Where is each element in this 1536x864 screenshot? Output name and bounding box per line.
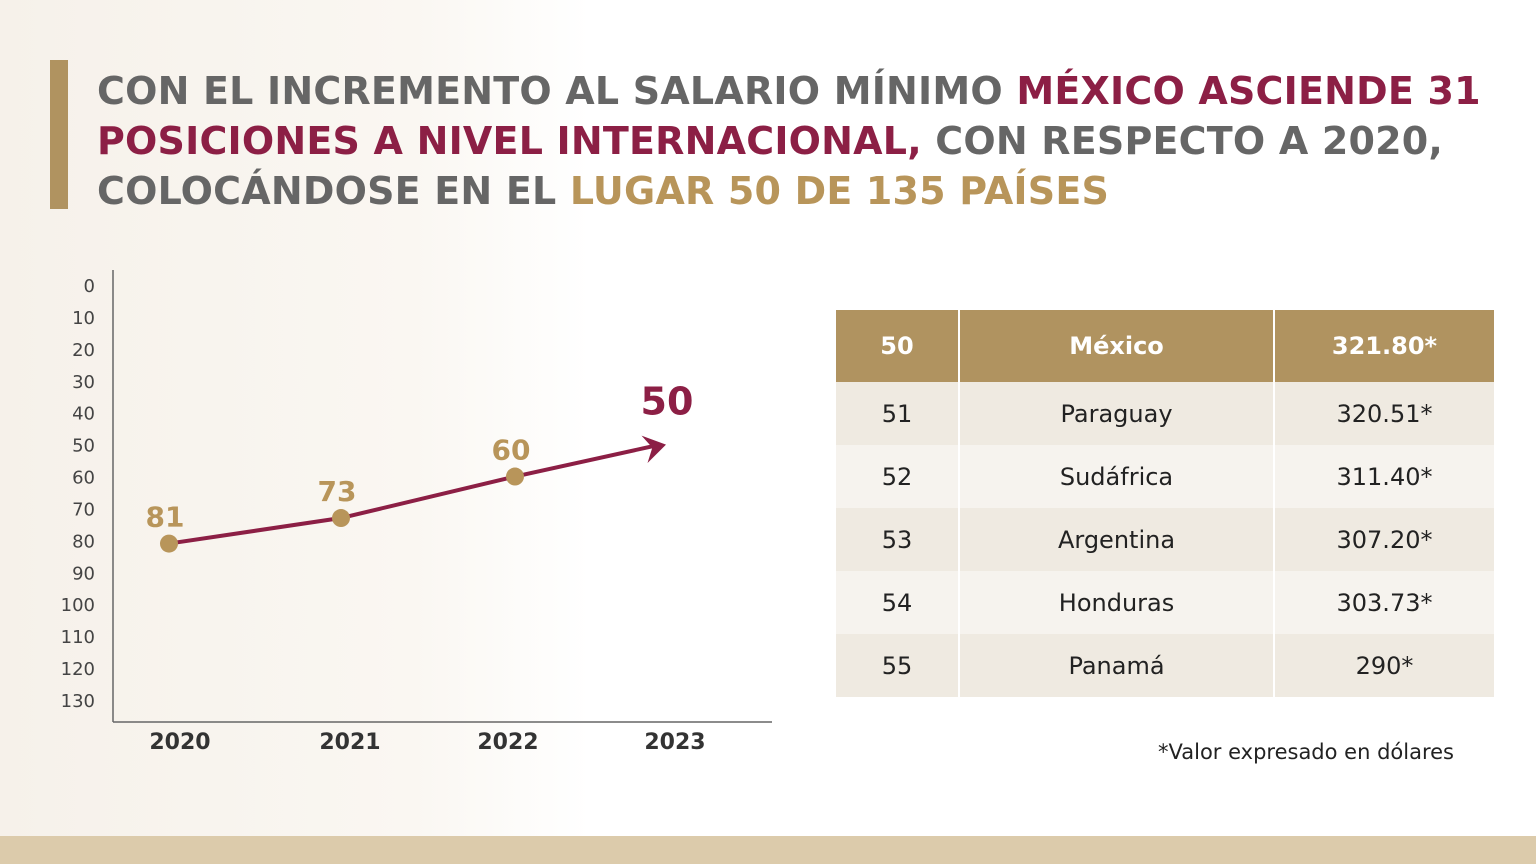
y-tick-label: 120 (61, 659, 95, 680)
table-row: 54 Honduras 303.73* (836, 571, 1494, 634)
data-label: 50 (641, 380, 694, 424)
table-cell: 303.73* (1274, 571, 1494, 634)
table-cell: 307.20* (1274, 508, 1494, 571)
y-tick-label: 20 (72, 340, 95, 361)
table-row: 52 Sudáfrica 311.40* (836, 445, 1494, 508)
table-cell: 51 (836, 382, 960, 445)
table-cell: Argentina (959, 508, 1275, 571)
x-tick-label: 2023 (644, 730, 705, 755)
title-part-gold: LUGAR 50 DE 135 PAÍSES (569, 169, 1110, 213)
y-tick-label: 130 (61, 691, 95, 712)
data-label: 73 (318, 475, 357, 508)
table-cell: 290* (1274, 634, 1494, 697)
table-cell: 321.80* (1274, 310, 1494, 382)
data-point (332, 509, 350, 528)
data-label: 60 (492, 434, 531, 467)
table-cell: 50 (836, 310, 960, 382)
background-pattern (0, 0, 590, 836)
y-tick-label: 30 (72, 372, 95, 393)
y-tick-label: 40 (72, 404, 95, 425)
arrow-head-icon (641, 435, 666, 464)
data-point (160, 534, 178, 553)
y-tick-label: 50 (72, 436, 95, 457)
title-accent-bar (50, 60, 68, 209)
table-row: 55 Panamá 290* (836, 634, 1494, 697)
slide-title: CON EL INCREMENTO AL SALARIO MÍNIMO MÉXI… (97, 66, 1517, 216)
table-cell: México (959, 310, 1275, 382)
table-cell: Panamá (959, 634, 1275, 697)
title-part-maroon: MÉXICO ASCIENDE 31 POSICIONES A NIVEL IN… (97, 69, 1481, 163)
y-tick-label: 110 (61, 627, 95, 648)
table-cell: Honduras (959, 571, 1275, 634)
title-part-gray-2: CON RESPECTO A 2020, COLOCÁNDOSE EN EL (97, 119, 1444, 213)
x-tick-label: 2022 (477, 730, 538, 755)
table-row: 51 Paraguay 320.51* (836, 382, 1494, 445)
table-cell: 55 (836, 634, 960, 697)
table-cell: 53 (836, 508, 960, 571)
data-point (506, 467, 524, 486)
bottom-band (0, 836, 1536, 864)
footnote: *Valor expresado en dólares (1158, 740, 1454, 764)
y-tick-label: 0 (84, 276, 95, 297)
table-cell: 311.40* (1274, 445, 1494, 508)
table-cell: Sudáfrica (959, 445, 1275, 508)
table-row: 53 Argentina 307.20* (836, 508, 1494, 571)
x-tick-label: 2021 (319, 730, 380, 755)
table-cell: 52 (836, 445, 960, 508)
y-tick-label: 90 (72, 563, 95, 584)
table-header-row: 50 México 321.80* (836, 310, 1494, 382)
table-cell: 320.51* (1274, 382, 1494, 445)
data-label: 81 (146, 501, 185, 534)
title-part-gray: CON EL INCREMENTO AL SALARIO MÍNIMO (97, 69, 1017, 113)
ranking-line-chart: 0 10 20 30 40 50 60 70 80 90 100 110 120 130 2020 2021 2… (61, 270, 772, 755)
y-tick-label: 10 (72, 308, 95, 329)
y-tick-label: 80 (72, 531, 95, 552)
ranking-table: 50 México 321.80* 51 Paraguay 320.51* 52 Su… (836, 310, 1494, 697)
table-cell: 54 (836, 571, 960, 634)
series-line (168, 442, 661, 546)
y-tick-label: 100 (61, 595, 95, 616)
y-tick-label: 70 (72, 499, 95, 520)
y-tick-label: 60 (72, 468, 95, 489)
table-cell: Paraguay (959, 382, 1275, 445)
x-tick-label: 2020 (149, 730, 210, 755)
